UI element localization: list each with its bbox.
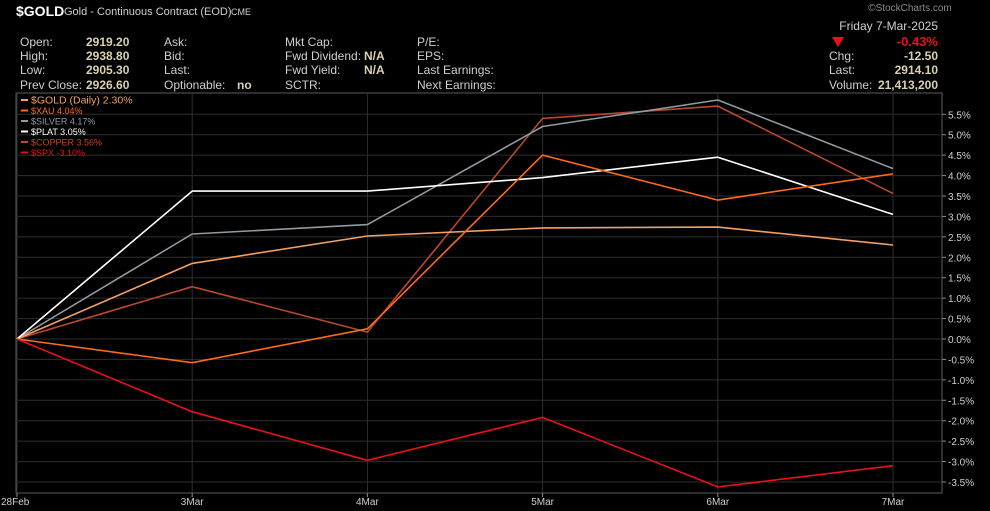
x-axis-ticks: 28Feb 3Mar 4Mar 5Mar 6Mar 7Mar [1,493,905,508]
mkt-cap-label: Mkt Cap: [285,35,333,49]
x-tick-label: 4Mar [356,497,379,508]
change-percent: -0.43% [897,34,939,49]
open-value: 2919.20 [86,35,130,49]
high-label: High: [20,49,48,63]
date: Friday 7-Mar-2025 [839,19,938,33]
y-tick-label: 1.0% [948,294,971,305]
series-line-spx [16,338,894,488]
watermark: ©StockCharts.com [868,3,952,14]
legend-entry: $COPPER 3.56% [31,138,102,148]
chg-label: Chg: [829,49,854,63]
y-tick-label: 5.0% [948,131,971,142]
legend-entry: $XAU 4.04% [31,106,83,116]
legend-entry: $SILVER 4.17% [31,117,95,127]
series-line-xau [16,154,894,364]
y-tick-label: 0.0% [948,335,971,346]
plot-frame [15,92,943,494]
y-tick-label: 4.0% [948,172,971,183]
series-line-copper [16,105,894,340]
description: Gold - Continuous Contract (EOD) [64,6,232,18]
y-axis-ticks: 5.5% 5.0% 4.5% 4.0% 3.5% 3.0% 2.5% 2.0% 1.5% 1.0%… [942,110,974,489]
y-tick-label: -2.0% [948,417,974,428]
x-tick-label: 5Mar [531,497,554,508]
y-tick-label: 4.5% [948,151,971,162]
pe-label: P/E: [417,35,440,49]
y-tick-label: -3.5% [948,478,974,489]
y-tick-label: -1.0% [948,376,974,387]
x-tick-label: 7Mar [882,497,905,508]
quote-panel: $GOLD Gold - Continuous Contract (EOD) C… [16,3,952,92]
y-tick-label: -3.0% [948,458,974,469]
legend: $GOLD (Daily) 2.30%$XAU 4.04%$SILVER 4.1… [21,95,133,158]
last-price-label: Last: [829,63,855,77]
series-lines [16,99,894,488]
eps-label: EPS: [417,49,444,63]
sctr-label: SCTR: [285,78,321,92]
bid-label: Bid: [164,49,185,63]
last-label: Last: [164,63,190,77]
prev-close-label: Prev Close: [20,78,82,92]
x-tick-label: 28Feb [1,497,30,508]
series-line-plat [16,156,894,340]
legend-entry: $PLAT 3.05% [31,127,86,137]
fwd-yield-value: N/A [364,63,385,77]
x-tick-label: 3Mar [181,497,204,508]
y-tick-label: -0.5% [948,355,974,366]
low-label: Low: [20,63,45,77]
prev-close-value: 2926.60 [86,78,130,92]
volume-label: Volume: [829,78,872,92]
last-price-value: 2914.10 [895,63,939,77]
last-earnings-label: Last Earnings: [417,63,494,77]
legend-entry: $GOLD (Daily) 2.30% [31,95,133,107]
y-tick-label: 3.5% [948,192,971,203]
series-line-gold [16,226,894,340]
optionable-label: Optionable: [164,78,225,92]
y-tick-label: 2.0% [948,253,971,264]
y-tick-label: 5.5% [948,110,971,121]
open-label: Open: [20,35,53,49]
grid [16,93,942,493]
down-arrow-icon [832,37,844,47]
y-tick-label: -1.5% [948,396,974,407]
chg-value: -12.50 [904,49,938,63]
next-earnings-label: Next Earnings: [417,78,496,92]
ask-label: Ask: [164,35,187,49]
low-value: 2905.30 [86,63,130,77]
optionable-value: no [237,78,252,92]
symbol: $GOLD [16,3,64,19]
volume-value: 21,413,200 [878,78,938,92]
series-line-silver [16,99,894,340]
high-value: 2938.80 [86,49,130,63]
x-tick-label: 6Mar [706,497,729,508]
legend-entry: $SPX -3.10% [31,148,85,158]
y-tick-label: 3.0% [948,212,971,223]
y-tick-label: -2.5% [948,437,974,448]
y-tick-label: 1.5% [948,274,971,285]
plot-area: 5.5% 5.0% 4.5% 4.0% 3.5% 3.0% 2.5% 2.0% 1.5% 1.0%… [1,92,974,508]
y-tick-label: 2.5% [948,233,971,244]
fwd-dividend-label: Fwd Dividend: [285,49,361,63]
fwd-yield-label: Fwd Yield: [285,63,340,77]
y-tick-label: 0.5% [948,315,971,326]
fwd-dividend-value: N/A [364,49,385,63]
exchange: CME [231,7,251,17]
